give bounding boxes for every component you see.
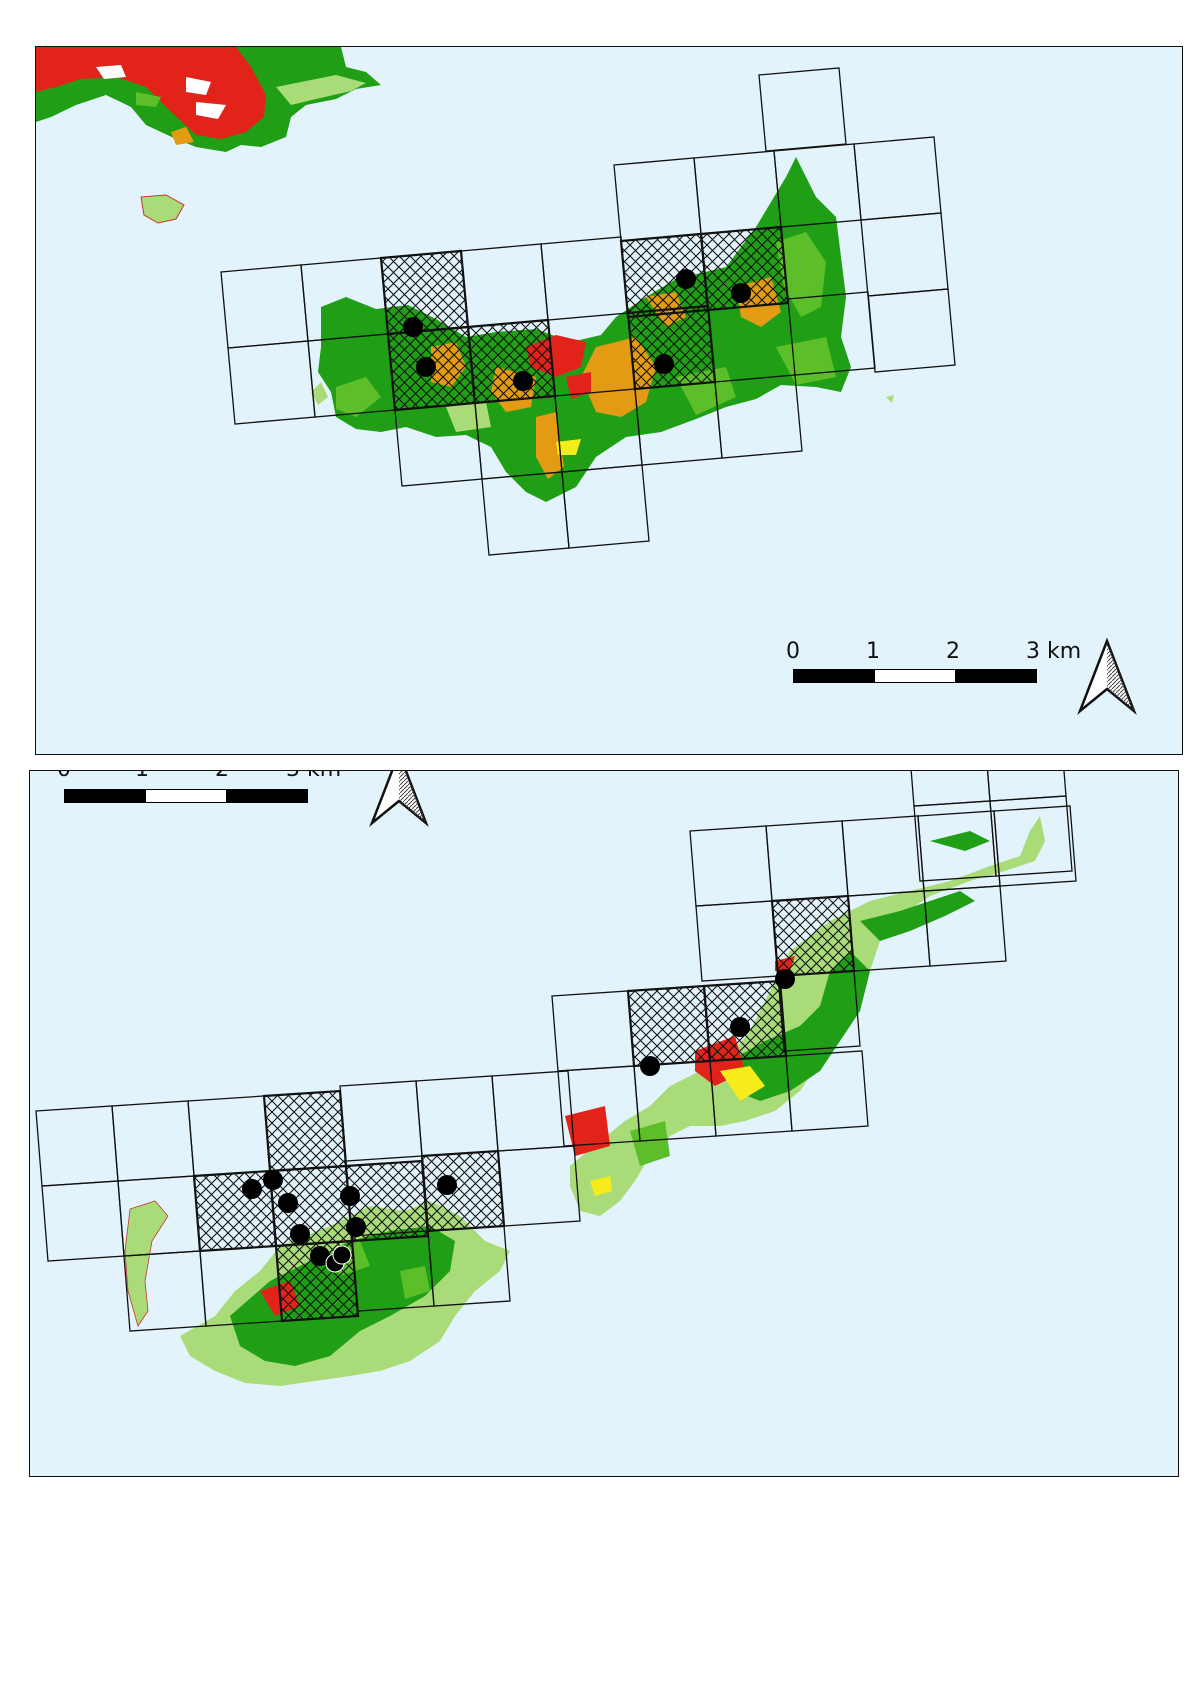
scale-segment xyxy=(145,790,227,802)
scale-label-0: 0 xyxy=(57,771,71,781)
scale-segment xyxy=(794,670,875,682)
scale-label-1: 1 xyxy=(866,639,880,664)
north-arrow-icon xyxy=(369,771,429,827)
scale-segment xyxy=(955,670,1037,682)
grid-bottom xyxy=(35,771,1077,1332)
mainland-coast xyxy=(36,47,381,152)
sample-points-bottom xyxy=(242,969,795,1273)
sample-points-top xyxy=(403,269,751,391)
north-arrow-icon xyxy=(1077,637,1137,715)
scale-segment xyxy=(226,790,308,802)
map-panel-top: 0 1 2 3 km xyxy=(35,46,1183,755)
scale-label-1: 1 xyxy=(135,771,149,781)
scale-label-2: 2 xyxy=(946,639,960,664)
scale-segment xyxy=(874,670,956,682)
map-canvas-bottom xyxy=(35,771,1077,1386)
scale-bar xyxy=(793,669,1037,683)
scale-label-2: 2 xyxy=(215,771,229,781)
scale-label-0: 0 xyxy=(786,639,800,664)
map-panel-bottom: 0 1 2 3 km xyxy=(29,770,1179,1477)
islet-west xyxy=(140,194,185,224)
scale-label-3km: 3 km xyxy=(1026,639,1082,664)
map-canvas-top xyxy=(36,47,956,556)
scale-bar xyxy=(64,789,308,803)
hatched-cells-top xyxy=(379,225,790,412)
scale-segment xyxy=(65,790,146,802)
scale-label-3km: 3 km xyxy=(286,771,341,781)
islet-west-bottom xyxy=(124,1200,169,1327)
